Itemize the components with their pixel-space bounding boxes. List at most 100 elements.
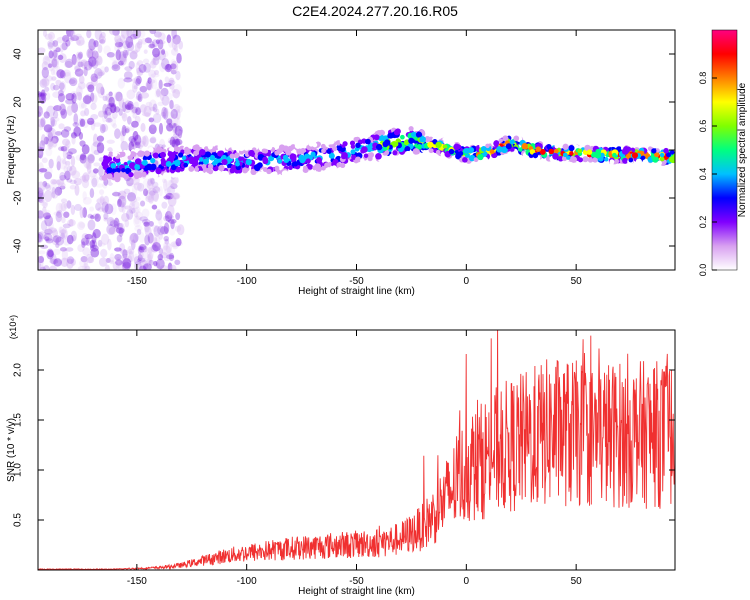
noise-point xyxy=(122,126,131,134)
ridge-point xyxy=(666,152,672,158)
noise-point xyxy=(124,100,132,109)
noise-point xyxy=(39,140,45,151)
noise-point xyxy=(109,103,117,114)
noise-point xyxy=(133,182,142,191)
noise-point xyxy=(164,76,170,83)
ridge-point xyxy=(408,137,415,144)
noise-point xyxy=(164,238,170,245)
noise-point xyxy=(139,200,146,207)
noise-point xyxy=(120,140,129,152)
noise-point xyxy=(64,152,73,157)
noise-point xyxy=(168,179,175,189)
noise-point xyxy=(135,196,141,201)
noise-point xyxy=(64,60,73,69)
noise-point xyxy=(148,69,157,79)
noise-point xyxy=(149,178,155,187)
noise-point xyxy=(82,247,91,256)
noise-point xyxy=(90,113,99,120)
noise-point xyxy=(171,30,177,40)
noise-point xyxy=(115,49,122,61)
noise-point xyxy=(162,245,171,256)
noise-point xyxy=(71,234,76,242)
noise-point xyxy=(173,84,182,95)
ridge-point xyxy=(566,155,571,160)
y-tick-label: 40 xyxy=(13,48,24,60)
noise-point xyxy=(75,35,85,47)
noise-point xyxy=(170,264,177,270)
ridge-point xyxy=(204,151,212,158)
ridge-point xyxy=(554,143,560,149)
noise-point xyxy=(59,174,67,181)
noise-point xyxy=(103,217,108,222)
noise-point xyxy=(68,148,77,155)
noise-point xyxy=(109,218,115,223)
noise-point xyxy=(62,69,71,77)
noise-point xyxy=(131,207,140,214)
ridge-point xyxy=(160,160,168,167)
noise-point xyxy=(114,247,122,252)
noise-point xyxy=(123,45,128,57)
noise-point xyxy=(109,220,119,228)
noise-point xyxy=(51,135,59,144)
ridge-point xyxy=(299,147,307,155)
noise-point xyxy=(158,217,163,226)
noise-point xyxy=(84,107,90,116)
noise-point xyxy=(166,185,176,195)
noise-point xyxy=(62,223,71,229)
noise-point xyxy=(164,188,171,195)
noise-point xyxy=(100,31,106,39)
noise-point xyxy=(56,65,61,76)
noise-point xyxy=(154,90,162,98)
ridge-point xyxy=(501,146,508,154)
noise-point xyxy=(112,191,121,197)
noise-point xyxy=(39,200,49,206)
noise-point xyxy=(48,265,58,270)
noise-point xyxy=(148,124,157,135)
noise-point xyxy=(148,79,156,84)
ridge-point xyxy=(326,148,332,154)
ridge-point xyxy=(163,172,170,179)
noise-point xyxy=(159,226,169,235)
ridge-point xyxy=(592,157,598,163)
ridge-point xyxy=(628,157,634,163)
noise-point xyxy=(48,142,58,148)
noise-point xyxy=(140,257,148,266)
noise-point xyxy=(78,39,86,46)
noise-point xyxy=(102,95,108,102)
noise-point xyxy=(71,55,78,66)
noise-point xyxy=(168,139,177,144)
noise-point xyxy=(103,45,111,55)
ridge-point xyxy=(341,152,348,159)
ridge-point xyxy=(582,156,589,163)
noise-point xyxy=(90,214,95,220)
ridge-point xyxy=(128,162,136,169)
ridge-point xyxy=(207,163,214,169)
noise-point xyxy=(43,265,50,270)
noise-point xyxy=(165,254,175,260)
noise-point xyxy=(99,189,105,195)
noise-point xyxy=(47,127,56,137)
noise-point xyxy=(87,213,93,219)
noise-point xyxy=(70,91,79,98)
ridge-point xyxy=(217,150,224,157)
ridge-point xyxy=(148,147,154,153)
noise-point xyxy=(82,196,92,205)
noise-point xyxy=(47,227,57,233)
ridge-point xyxy=(218,164,225,172)
noise-point xyxy=(120,112,126,119)
noise-point xyxy=(55,242,60,248)
ridge-point xyxy=(640,155,646,161)
noise-point xyxy=(59,229,67,235)
noise-point xyxy=(112,30,120,36)
noise-point xyxy=(44,86,50,92)
ridge-point xyxy=(150,157,156,164)
ridge-point xyxy=(290,153,297,160)
ridge-point xyxy=(235,161,240,167)
ridge-point xyxy=(654,151,660,158)
noise-point xyxy=(159,90,165,101)
noise-point xyxy=(88,56,97,67)
noise-point xyxy=(106,103,112,110)
ridge-point xyxy=(612,152,617,158)
noise-point xyxy=(118,51,127,63)
noise-point xyxy=(173,36,180,45)
